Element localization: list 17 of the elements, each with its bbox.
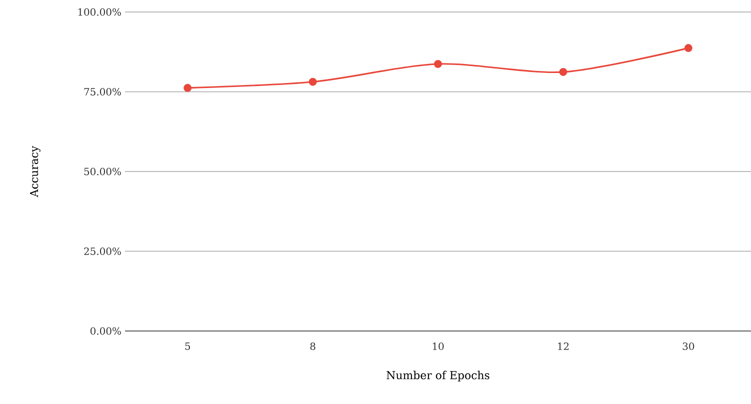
point xyxy=(184,84,192,92)
x-axis-title: Number of Epochs xyxy=(386,370,490,382)
y-tick-label: 50.00% xyxy=(84,168,121,176)
y-tick-label: 75.00% xyxy=(84,88,121,96)
x-tick-label: 30 xyxy=(682,342,694,350)
point xyxy=(308,78,317,86)
point xyxy=(559,68,568,76)
x-tick-label: 5 xyxy=(185,342,190,350)
point xyxy=(434,60,442,68)
x-tick-label: 12 xyxy=(558,342,569,350)
point xyxy=(684,44,692,52)
y-tick-label: 100.00% xyxy=(78,8,121,16)
x-tick-label: 8 xyxy=(310,342,316,350)
y-tick-label: 0.00% xyxy=(90,327,121,335)
y-axis-title: Accuracy xyxy=(30,146,40,198)
y-tick-label: 25.00% xyxy=(84,247,121,256)
x-tick-label: 10 xyxy=(432,342,444,350)
